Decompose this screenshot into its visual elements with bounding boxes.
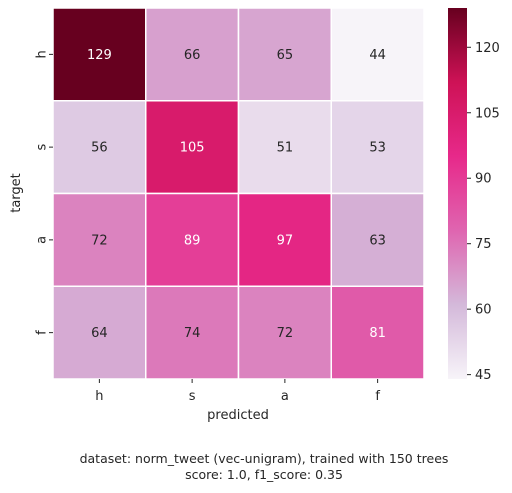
cell-value-label: 81 <box>369 326 386 341</box>
heatmap-cell <box>145 285 240 380</box>
heatmap-cell <box>52 7 147 102</box>
cell-value-label: 72 <box>91 233 108 248</box>
cell-value-label: 44 <box>369 48 386 63</box>
heatmap-cell <box>330 192 425 287</box>
x-tick-label: a <box>281 389 289 404</box>
x-axis-label: predicted <box>207 408 269 423</box>
heatmap-cell <box>145 192 240 287</box>
y-axis-label: target <box>9 173 24 213</box>
cell-value-label: 72 <box>277 326 294 341</box>
cell-value-label: 56 <box>91 141 108 156</box>
colorbar <box>448 8 467 379</box>
cell-value-label: 51 <box>277 141 294 156</box>
heatmap-cell <box>237 7 332 102</box>
y-tick-label: s <box>35 144 50 151</box>
colorbar-tick-label: 45 <box>475 368 492 383</box>
colorbar-tick-label: 75 <box>475 237 492 252</box>
colorbar-tick-label: 105 <box>475 106 500 121</box>
y-tick-label: h <box>35 50 50 58</box>
colorbar-tick-label: 60 <box>475 303 492 318</box>
y-tick-label: a <box>35 236 50 244</box>
heatmap-cell <box>145 100 240 195</box>
y-tick-labels: h s a f <box>35 50 53 335</box>
y-tick-label: f <box>35 330 50 335</box>
caption-line-2: score: 1.0, f1_score: 0.35 <box>185 467 343 482</box>
heatmap-cell <box>330 100 425 195</box>
cell-value-label: 53 <box>369 141 386 156</box>
x-tick-label: h <box>95 389 103 404</box>
cell-value-label: 97 <box>277 233 294 248</box>
colorbar-tick-label: 120 <box>475 41 500 56</box>
cell-value-label: 129 <box>87 48 112 63</box>
colorbar-tick-label: 90 <box>475 172 492 187</box>
heatmap-cells: 129 66 65 44 56 105 51 53 72 89 97 63 64 74 72 81 <box>52 7 425 380</box>
heatmap-cell <box>330 7 425 102</box>
heatmap-cell <box>330 285 425 380</box>
x-tick-label: f <box>375 389 380 404</box>
colorbar-ticks: 45 60 75 90 105 120 <box>467 41 500 383</box>
cell-value-label: 63 <box>369 233 386 248</box>
cell-value-label: 66 <box>184 48 201 63</box>
caption-line-1: dataset: norm_tweet (vec-unigram), train… <box>79 451 449 466</box>
cell-value-label: 65 <box>277 48 294 63</box>
cell-value-label: 89 <box>184 233 201 248</box>
cell-value-label: 64 <box>91 326 108 341</box>
heatmap-cell <box>145 7 240 102</box>
x-tick-label: s <box>189 389 196 404</box>
cell-value-label: 74 <box>184 326 201 341</box>
cell-value-label: 105 <box>180 141 205 156</box>
